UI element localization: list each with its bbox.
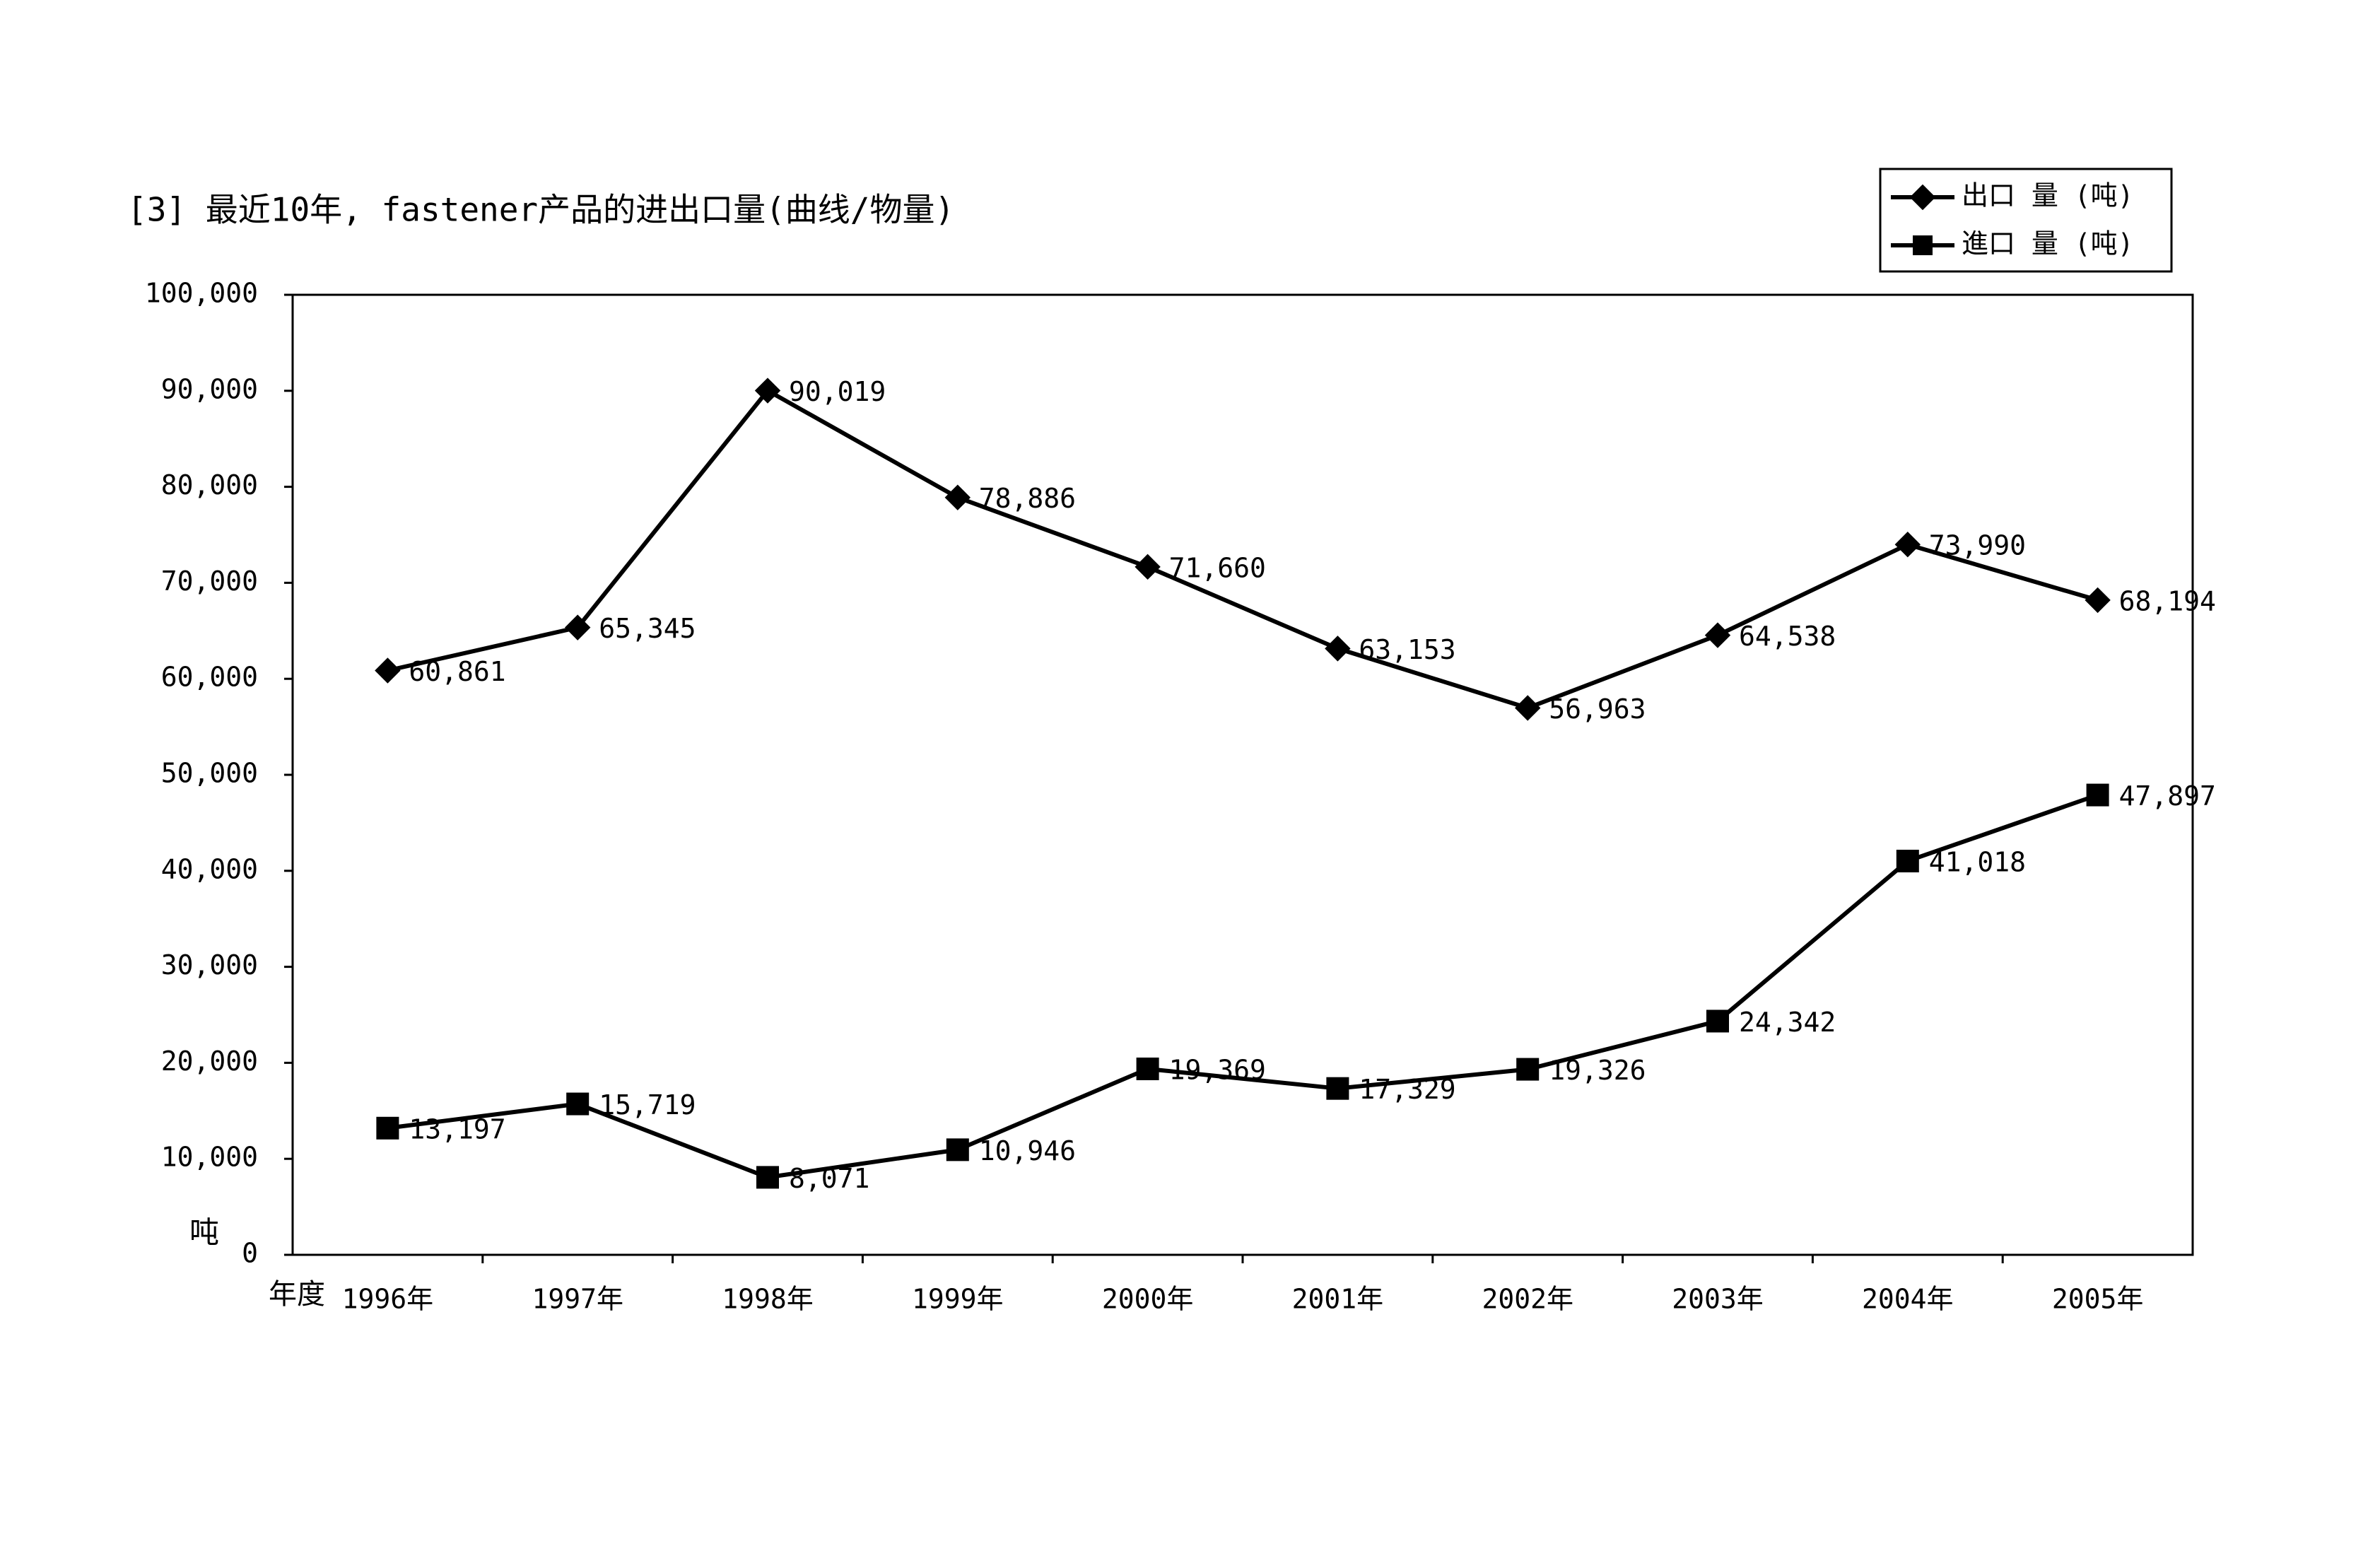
y-tick-label: 60,000	[161, 662, 258, 693]
marker	[1913, 235, 1933, 255]
data-label: 71,660	[1169, 552, 1266, 583]
marker	[375, 657, 401, 684]
legend-label: 出口 量 (吨)	[1962, 180, 2134, 211]
y-tick-label: 10,000	[161, 1142, 258, 1173]
x-tick-label: 1996年	[342, 1284, 434, 1315]
marker	[756, 1166, 779, 1189]
x-tick-label: 2001年	[1292, 1284, 1384, 1315]
y-tick-label: 20,000	[161, 1046, 258, 1077]
marker	[754, 378, 781, 404]
marker	[1135, 554, 1161, 580]
series-line	[387, 388, 2099, 710]
data-label: 15,719	[599, 1089, 696, 1121]
x-tick-label: 1998年	[722, 1284, 814, 1315]
legend-label: 進口 量 (吨)	[1962, 228, 2134, 259]
data-label: 68,194	[2119, 585, 2216, 616]
data-label: 10,946	[979, 1135, 1076, 1166]
x-tick-label: 2000年	[1102, 1284, 1194, 1315]
data-label: 19,326	[1549, 1055, 1646, 1086]
y-tick-label: 90,000	[161, 373, 258, 404]
y-tick-label: 40,000	[161, 853, 258, 884]
y-tick-label: 80,000	[161, 469, 258, 501]
y-tick-label: 70,000	[161, 566, 258, 597]
y-tick-label: 50,000	[161, 758, 258, 789]
marker	[1894, 532, 1921, 558]
y-tick-label: 30,000	[161, 949, 258, 981]
data-label: 47,897	[2119, 780, 2216, 812]
y-axis-label: 吨	[189, 1215, 219, 1250]
y-tick-label: 100,000	[145, 278, 258, 309]
data-label: 19,369	[1169, 1054, 1266, 1085]
marker	[2085, 587, 2111, 614]
marker	[1706, 1010, 1729, 1033]
x-tick-label: 2005年	[2052, 1284, 2144, 1315]
y-tick-label: 0	[242, 1238, 258, 1269]
data-label: 65,345	[599, 613, 696, 644]
marker	[2086, 783, 2109, 807]
x-axis-label: 年度	[269, 1278, 325, 1311]
data-label: 90,019	[789, 376, 886, 407]
marker	[944, 484, 971, 510]
x-tick-label: 1999年	[912, 1284, 1004, 1315]
data-label: 56,963	[1549, 694, 1646, 725]
marker	[1325, 636, 1351, 662]
x-tick-label: 2002年	[1482, 1284, 1573, 1315]
marker	[1136, 1057, 1159, 1080]
marker	[565, 614, 591, 640]
x-tick-label: 1997年	[532, 1284, 623, 1315]
marker	[1516, 1058, 1540, 1081]
chart-title: [3] 最近10年, fastener产品的进出口量(曲线/物量)	[127, 191, 954, 229]
marker	[1326, 1077, 1349, 1100]
data-label: 78,886	[979, 483, 1076, 514]
data-label: 8,071	[789, 1163, 869, 1194]
data-label: 63,153	[1359, 634, 1455, 665]
data-label: 17,329	[1359, 1074, 1455, 1105]
data-label: 64,538	[1739, 621, 1836, 652]
x-tick-label: 2003年	[1672, 1284, 1764, 1315]
x-tick-label: 2004年	[1862, 1284, 1954, 1315]
marker	[376, 1116, 399, 1140]
series-line	[387, 792, 2099, 1180]
data-label: 73,990	[1929, 530, 2026, 561]
data-label: 24,342	[1739, 1007, 1836, 1038]
marker	[946, 1138, 969, 1162]
marker	[1704, 622, 1731, 648]
data-label: 41,018	[1929, 846, 2026, 877]
marker	[1896, 849, 1919, 872]
marker	[1909, 184, 1936, 211]
data-label: 60,861	[409, 656, 505, 687]
data-label: 13,197	[409, 1113, 505, 1145]
marker	[566, 1092, 590, 1116]
marker	[1515, 695, 1541, 721]
